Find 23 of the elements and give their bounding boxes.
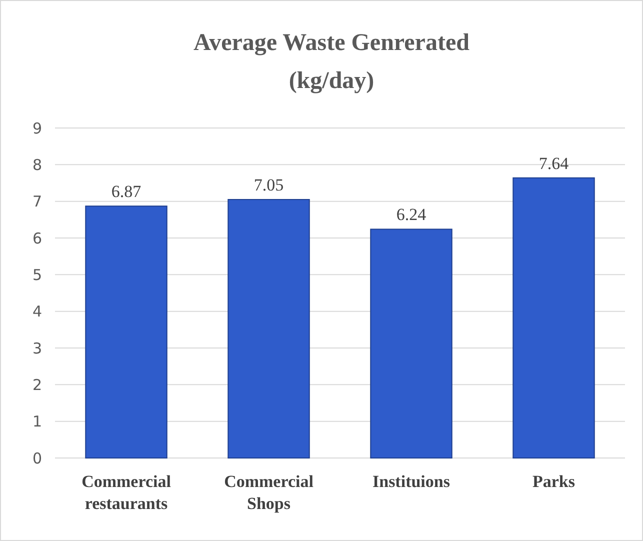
data-label: 6.87 <box>111 182 142 202</box>
y-tick-label: 9 <box>32 119 42 138</box>
x-tick-label: Commercial Shops <box>224 472 314 513</box>
y-tick-label: 4 <box>32 302 42 321</box>
x-tick-label: Instituions <box>372 472 450 491</box>
bar <box>512 177 595 458</box>
data-label: 7.05 <box>254 176 284 194</box>
y-tick-label: 3 <box>32 339 42 358</box>
bar <box>370 228 452 458</box>
data-label: 7.64 <box>538 154 570 173</box>
y-tick-label: 1 <box>32 412 42 431</box>
y-tick-label: 5 <box>32 266 42 284</box>
x-tick-label: Parks <box>532 472 576 491</box>
data-label: 6.24 <box>396 205 427 224</box>
y-tick-label: 6 <box>32 229 42 248</box>
bar <box>85 206 168 458</box>
bar <box>228 199 310 458</box>
y-tick-label: 0 <box>32 449 42 468</box>
chart-title: Average Waste Genrerated (kg/day) <box>194 30 470 94</box>
y-tick-label: 2 <box>32 376 42 394</box>
y-tick-label: 8 <box>32 156 42 174</box>
x-tick-label: Commercial restaurants <box>82 472 172 513</box>
y-tick-label: 7 <box>32 192 42 211</box>
